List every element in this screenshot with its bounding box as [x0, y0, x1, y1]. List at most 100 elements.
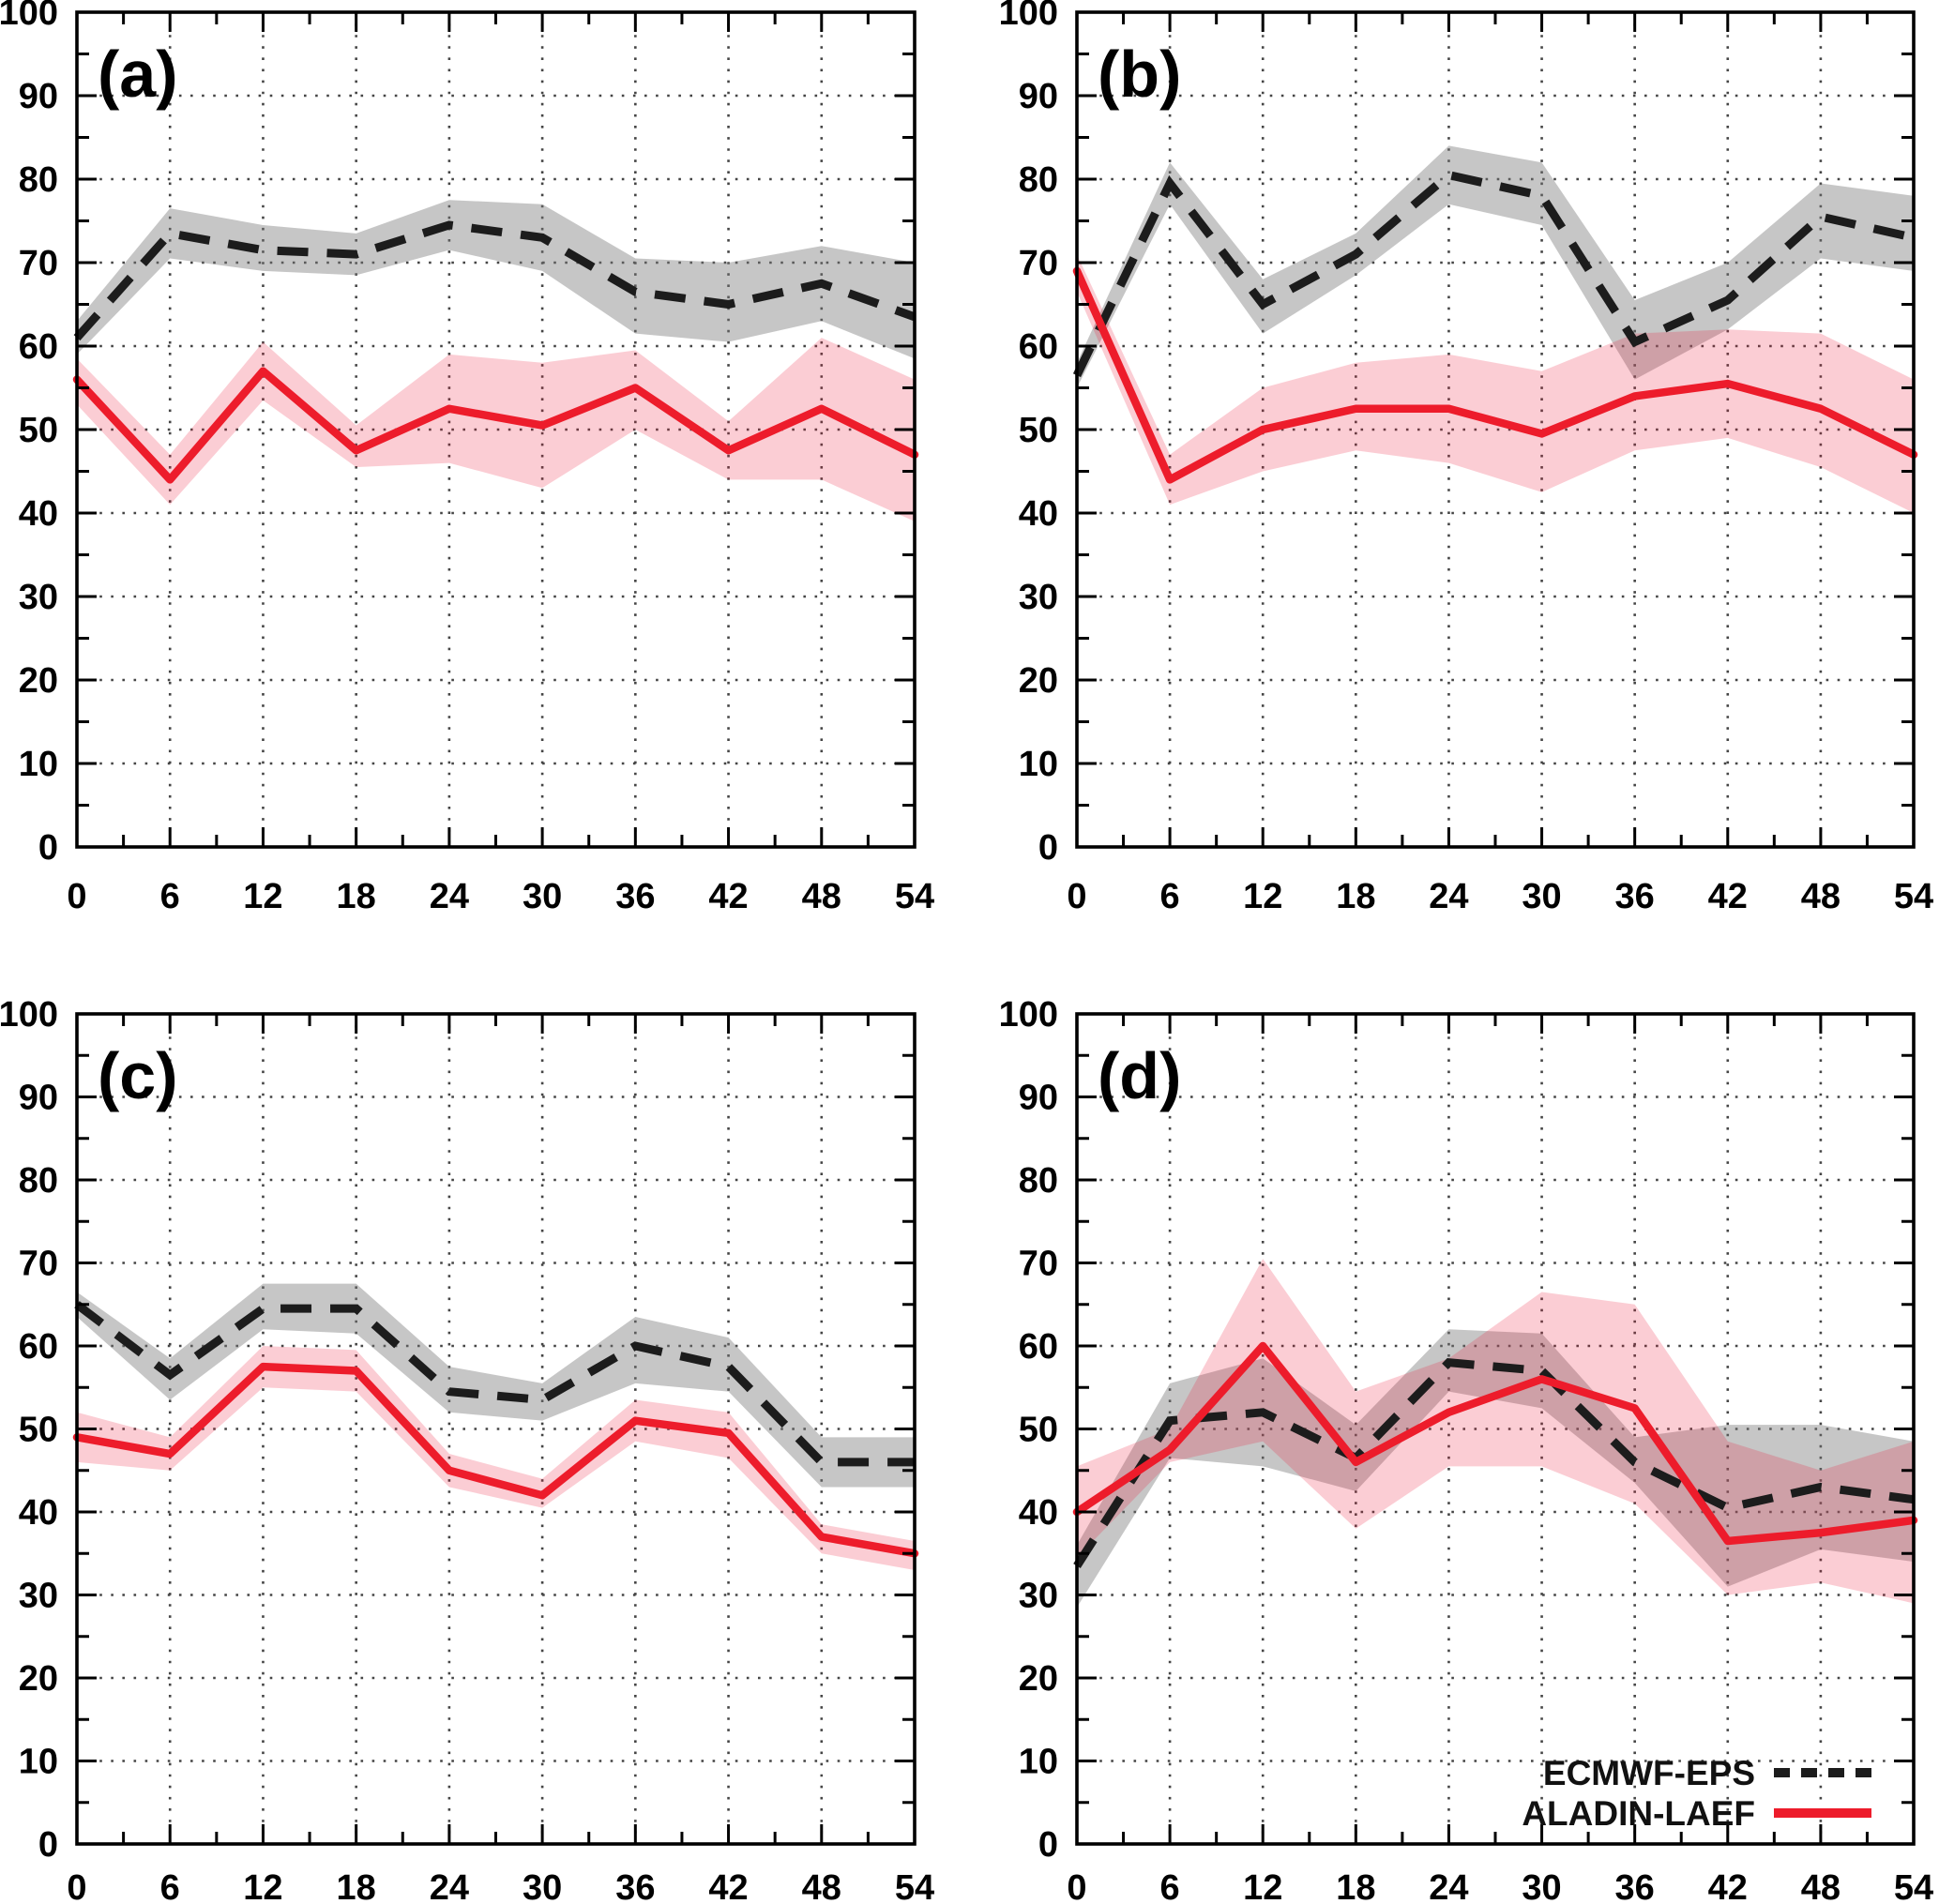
x-tick-label: 12 [243, 1868, 282, 1904]
y-tick-label: 10 [1019, 745, 1058, 784]
y-tick-label: 10 [1019, 1743, 1058, 1782]
y-tick-label: 50 [1019, 411, 1058, 450]
ecmwf-eps-line [73, 220, 916, 341]
panel-c: 0 10 20 30 40 50 60 70 80 90 100 0 6 12 18 24 30 36 42 48 54… [0, 952, 969, 1904]
panel-letter: (d) [1098, 1039, 1181, 1112]
y-tick-label: 40 [19, 1493, 58, 1533]
y-tick-label: 30 [1019, 1577, 1058, 1616]
x-tick-label: 48 [802, 1868, 841, 1904]
y-tick-label: 70 [1019, 1245, 1058, 1284]
x-tick-label: 36 [1615, 877, 1655, 916]
y-tick-label: 20 [19, 1659, 58, 1699]
y-tick-label: 30 [19, 1577, 58, 1616]
y-tick-label: 30 [1019, 578, 1058, 617]
y-tick-label: 70 [19, 244, 58, 283]
x-tick-label: 6 [1160, 1868, 1180, 1904]
x-tick-label: 12 [1243, 1868, 1282, 1904]
panel-b-chart: 0 10 20 30 40 50 60 70 80 90 100 0 6 12 18 24 30 36 42 48 54… [999, 0, 1934, 916]
x-tick-label: 54 [1894, 877, 1933, 916]
y-tick-label: 20 [1019, 661, 1058, 701]
y-tick-label: 0 [1038, 1825, 1058, 1865]
ecmwf-eps-band [77, 200, 915, 359]
y-tick-label: 70 [1019, 244, 1058, 283]
y-tick-label: 20 [1019, 1659, 1058, 1699]
y-tick-label: 0 [38, 1825, 58, 1865]
y-tick-label: 90 [19, 1079, 58, 1118]
y-tick-label: 100 [0, 995, 58, 1035]
panel-b: 0 10 20 30 40 50 60 70 80 90 100 0 6 12 18 24 30 36 42 48 54… [969, 0, 1939, 952]
y-tick-label: 100 [999, 0, 1058, 33]
x-tick-label: 24 [430, 1868, 469, 1904]
y-tick-label: 60 [19, 1327, 58, 1367]
aladin-laef-line [1072, 1341, 1918, 1546]
y-tick-label: 80 [1019, 1161, 1058, 1201]
y-tick-label: 80 [19, 1161, 58, 1201]
x-tick-label: 18 [1336, 877, 1375, 916]
x-tick-label: 48 [802, 877, 841, 916]
aladin-laef-line [72, 1362, 919, 1558]
y-tick-label: 90 [1019, 1079, 1058, 1118]
y-tick-label: 0 [38, 828, 58, 868]
panel-a: 0 10 20 30 40 50 60 70 80 90 100 0 6 12 18 24 30 36 42 48 54… [0, 0, 969, 952]
x-tick-label: 18 [337, 877, 376, 916]
x-tick-label: 42 [1708, 877, 1748, 916]
y-tick-label: 50 [19, 411, 58, 450]
y-tick-label: 20 [19, 661, 58, 701]
y-tick-label: 70 [19, 1245, 58, 1284]
x-tick-label: 42 [1708, 1868, 1748, 1904]
y-tick-label: 90 [1019, 77, 1058, 116]
x-tick-label: 12 [1243, 877, 1282, 916]
ecmwf-eps-line [1073, 1358, 1915, 1568]
x-tick-label: 54 [895, 1868, 934, 1904]
x-tick-label: 48 [1801, 877, 1841, 916]
y-tick-label: 60 [1019, 327, 1058, 367]
panel-d: 0 10 20 30 40 50 60 70 80 90 100 0 6 12 18 24 30 36 42 48 54… [969, 952, 1939, 1904]
aladin-laef-band [1077, 254, 1914, 513]
x-tick-label: 24 [1429, 877, 1468, 916]
y-tick-label: 0 [1038, 828, 1058, 868]
y-tick-label: 10 [19, 1743, 58, 1782]
panel-a-chart: 0 10 20 30 40 50 60 70 80 90 100 0 6 12 18 24 30 36 42 48 54… [0, 0, 934, 916]
x-tick-label: 36 [1615, 1868, 1655, 1904]
ecmwf-eps-band [1077, 1329, 1914, 1608]
ecmwf-eps-band [77, 1283, 915, 1488]
panel-letter: (c) [98, 1039, 178, 1112]
y-tick-label: 10 [19, 745, 58, 784]
x-tick-label: 6 [160, 877, 180, 916]
x-tick-label: 18 [1336, 1868, 1375, 1904]
x-tick-label: 6 [1160, 877, 1180, 916]
y-tick-label: 100 [999, 995, 1058, 1035]
aladin-laef-band [1077, 1259, 1914, 1604]
x-tick-label: 30 [1522, 1868, 1561, 1904]
legend-label-ecmwf-eps: ECMWF-EPS [1543, 1754, 1755, 1792]
x-tick-label: 54 [1894, 1868, 1933, 1904]
aladin-laef-band [77, 338, 915, 521]
x-tick-label: 36 [615, 877, 655, 916]
aladin-laef-line [1072, 266, 1918, 484]
panel-c-chart: 0 10 20 30 40 50 60 70 80 90 100 0 6 12 18 24 30 36 42 48 54… [0, 995, 934, 1904]
x-tick-label: 24 [1429, 1868, 1468, 1904]
y-tick-label: 60 [19, 327, 58, 367]
y-tick-label: 90 [19, 77, 58, 116]
x-tick-label: 36 [615, 1868, 655, 1904]
x-tick-label: 0 [1067, 877, 1086, 916]
x-tick-label: 6 [160, 1868, 180, 1904]
y-tick-label: 40 [19, 494, 58, 534]
x-tick-label: 42 [708, 877, 748, 916]
y-tick-label: 60 [1019, 1327, 1058, 1367]
y-tick-label: 80 [19, 160, 58, 200]
x-tick-label: 30 [523, 877, 562, 916]
x-tick-label: 48 [1801, 1868, 1841, 1904]
panel-letter: (a) [98, 38, 178, 111]
x-tick-label: 30 [523, 1868, 562, 1904]
x-tick-label: 42 [708, 1868, 748, 1904]
aladin-laef-line [72, 367, 919, 484]
panel-d-chart: 0 10 20 30 40 50 60 70 80 90 100 0 6 12 18 24 30 36 42 48 54… [999, 995, 1934, 1904]
y-tick-label: 40 [1019, 1493, 1058, 1533]
x-tick-label: 0 [67, 1868, 86, 1904]
x-tick-label: 12 [243, 877, 282, 916]
y-tick-label: 50 [1019, 1411, 1058, 1450]
x-tick-label: 18 [337, 1868, 376, 1904]
x-tick-label: 30 [1522, 877, 1561, 916]
y-tick-label: 40 [1019, 494, 1058, 534]
